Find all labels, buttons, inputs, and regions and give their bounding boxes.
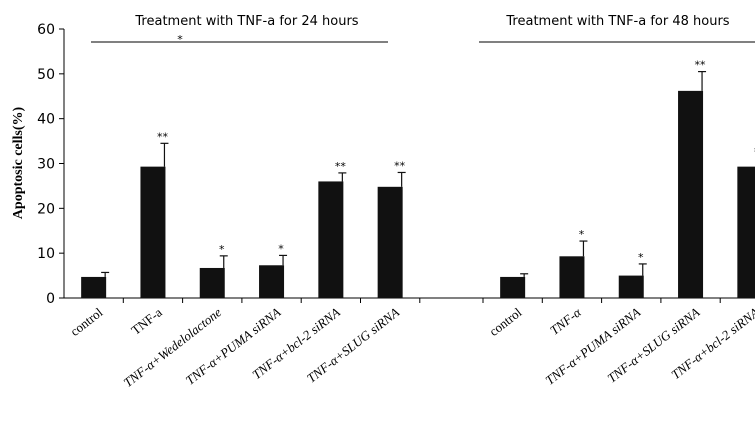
category-label: TNF-α+Wedelolactone bbox=[120, 304, 224, 390]
significance-label: ** bbox=[335, 160, 347, 173]
significance-label: * bbox=[219, 243, 225, 256]
bar bbox=[678, 90, 704, 299]
bar bbox=[318, 181, 344, 298]
bar bbox=[140, 166, 166, 298]
y-tick-label: 60 bbox=[37, 22, 55, 38]
significance-label: ** bbox=[394, 159, 406, 172]
group-significance-mark: * bbox=[177, 33, 183, 46]
significance-label: ** bbox=[754, 146, 755, 159]
y-tick-label: 50 bbox=[37, 67, 55, 83]
group-title: Treatment with TNF-a for 24 hours bbox=[134, 14, 358, 29]
category-label: control bbox=[67, 304, 106, 339]
category-label: TNF-α bbox=[547, 304, 585, 338]
category-label: control bbox=[486, 304, 525, 339]
bar bbox=[559, 256, 585, 298]
bar bbox=[377, 186, 403, 298]
y-tick-label: 30 bbox=[37, 157, 55, 173]
significance-label: * bbox=[579, 228, 585, 241]
group-headers: Treatment with TNF-a for 24 hours * Treatm… bbox=[91, 14, 755, 46]
y-tick-label: 0 bbox=[46, 291, 55, 307]
bar bbox=[618, 275, 644, 298]
bar bbox=[737, 166, 755, 298]
bar bbox=[259, 265, 285, 298]
group-title: Treatment with TNF-a for 48 hours bbox=[505, 14, 729, 29]
y-axis: 0 10 20 30 40 50 60 bbox=[37, 22, 65, 307]
y-tick-label: 10 bbox=[37, 246, 55, 262]
x-axis bbox=[64, 297, 755, 303]
y-tick-label: 40 bbox=[37, 112, 55, 128]
category-label: TNF-a bbox=[128, 304, 165, 337]
significance-label: ** bbox=[695, 59, 707, 72]
significance-label: * bbox=[638, 251, 644, 264]
y-axis-label: Apoptosic cells(%) bbox=[11, 106, 26, 219]
category-labels: control TNF-aTNF-α+WedelolactoneTNF-α+PUM… bbox=[67, 304, 755, 390]
y-tick-label: 20 bbox=[37, 201, 55, 217]
significance-label: ** bbox=[157, 130, 169, 143]
significance-label: * bbox=[278, 242, 284, 255]
bar bbox=[81, 276, 107, 298]
bar bbox=[199, 267, 225, 298]
bar bbox=[500, 276, 526, 298]
bars: ************** bbox=[81, 59, 755, 299]
